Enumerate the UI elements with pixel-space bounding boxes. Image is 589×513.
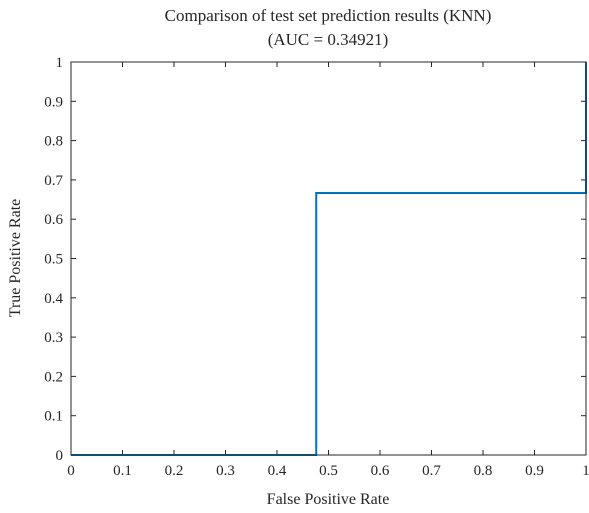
y-axis-label: True Positive Rate [7, 199, 24, 318]
chart-subtitle: (AUC = 0.34921) [268, 30, 389, 49]
x-tick-label: 0.3 [216, 463, 235, 479]
x-tick-label: 0.7 [422, 463, 441, 479]
plot-area [71, 62, 586, 455]
x-tick-label: 0.1 [113, 463, 132, 479]
x-tick-label: 0.5 [319, 463, 338, 479]
chart-title: Comparison of test set prediction result… [165, 6, 492, 25]
y-tick-label: 0 [56, 448, 64, 464]
x-tick-label: 0.8 [474, 463, 493, 479]
plot-frame [70, 61, 587, 456]
x-axis-label: False Positive Rate [267, 491, 390, 508]
y-tick-label: 0.1 [44, 409, 63, 425]
x-tick-label: 0.4 [268, 463, 287, 479]
y-tick-label: 0.6 [44, 212, 63, 228]
y-tick-label: 1 [56, 55, 64, 71]
y-tick-label: 0.3 [44, 330, 63, 346]
x-tick-label: 0.6 [371, 463, 390, 479]
y-tick-label: 0.9 [44, 94, 63, 110]
y-tick-label: 0.8 [44, 134, 63, 150]
x-tick-label: 0 [67, 463, 75, 479]
y-tick-label: 0.2 [44, 369, 63, 385]
x-tick-label: 1 [582, 463, 589, 479]
x-axis-ticks: 0 0.1 0.2 0.3 0.4 0.5 0.6 0.7 0.8 0.9 1 [67, 62, 589, 479]
x-tick-label: 0.2 [165, 463, 184, 479]
y-tick-label: 0.4 [44, 291, 63, 307]
x-tick-label: 0.9 [525, 463, 544, 479]
y-axis-ticks: 0 0.1 0.2 0.3 0.4 0.5 0.6 0.7 0.8 0.9 1 [44, 55, 586, 464]
y-tick-label: 0.7 [44, 173, 63, 189]
y-tick-label: 0.5 [44, 252, 63, 268]
